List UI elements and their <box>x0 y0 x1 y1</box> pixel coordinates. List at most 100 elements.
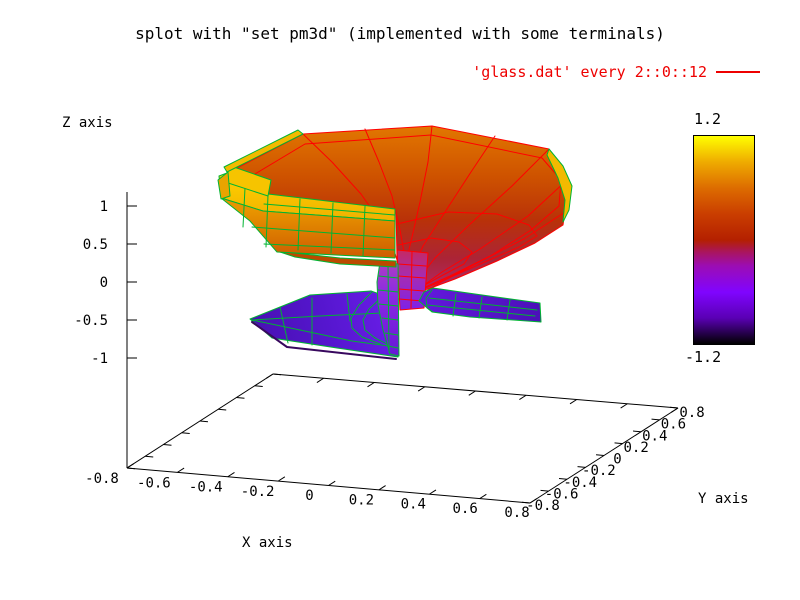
x-axis-tick <box>529 498 537 504</box>
flap-mesh-green <box>506 299 511 321</box>
flap-mesh-green <box>452 293 457 317</box>
stem-inner-surface <box>396 249 429 311</box>
colorbar-max-label: 1.2 <box>694 110 722 128</box>
x-axis-tick <box>126 463 134 469</box>
x-tick-label: -0.6 <box>137 475 171 491</box>
y-axis-tick <box>521 501 531 504</box>
y-axis-tick-mirror <box>199 420 209 423</box>
stem-mesh-green <box>384 332 399 336</box>
stem-mesh-green <box>381 317 399 321</box>
y-axis-tick <box>669 406 679 409</box>
rim-corner-post <box>217 171 231 200</box>
y-axis-tick-mirror <box>272 373 282 376</box>
y-tick-label: -0.4 <box>563 475 597 491</box>
x-axis-tick-mirror <box>417 386 426 392</box>
z-tick-label: 0.5 <box>83 237 108 253</box>
x-axis-tick-mirror <box>519 394 527 400</box>
y-tick-label: -0.6 <box>545 486 579 502</box>
legend-line-sample <box>716 71 760 73</box>
x-axis-tick-mirror <box>468 390 476 396</box>
y-axis-tick-mirror <box>254 385 263 387</box>
x-axis-tick-mirror <box>670 407 679 413</box>
legend: 'glass.dat' every 2::0::12 <box>472 63 760 81</box>
flap-mesh-green <box>279 306 289 344</box>
stem-mesh-green <box>387 345 399 349</box>
x-axis-tick <box>227 471 235 478</box>
rim-band-orange <box>220 197 396 259</box>
x-tick-label: 0 <box>305 488 313 504</box>
y-tick-label: 0.2 <box>623 440 648 456</box>
y-axis-tick-mirror <box>145 455 154 458</box>
flap-mesh-green <box>428 297 538 311</box>
bowl-mesh-red-ring <box>396 211 538 292</box>
colorbar-min-label: -1.2 <box>685 348 722 366</box>
stem-skirt-arc <box>362 296 392 347</box>
y-tick-label: -0.8 <box>526 498 560 514</box>
x-axis-tick <box>328 480 336 486</box>
z-tick-label: 1 <box>100 199 108 215</box>
z-axis-title: Z axis <box>62 115 113 131</box>
stem-mesh-green <box>387 263 390 353</box>
x-tick-label: 0.2 <box>349 492 374 508</box>
y-axis-tick-mirror <box>181 432 190 434</box>
flap-shadow-edge <box>251 321 397 360</box>
x-tick-label: 0.4 <box>401 497 426 513</box>
x-axis-tick-mirror <box>569 399 578 405</box>
band-mesh-green <box>251 226 396 239</box>
base-flap-right <box>418 287 542 323</box>
y-axis-tick <box>540 489 549 492</box>
y-axis-tick <box>651 418 660 421</box>
bowl-mesh-red-spoke <box>364 128 405 253</box>
x-axis-title: X axis <box>242 535 293 551</box>
y-tick-label: -0.2 <box>582 463 616 479</box>
y-tick-label: 0.8 <box>679 405 704 421</box>
bowl-mesh-red-ring <box>397 237 473 292</box>
band-mesh-green <box>265 194 269 248</box>
x-tick-label: -0.8 <box>85 471 119 487</box>
flap-mesh-green <box>346 293 351 322</box>
flap-mesh-green <box>251 312 384 321</box>
band-mesh-green <box>242 187 246 228</box>
x-axis-tick <box>428 489 437 495</box>
y-axis-tick-mirror <box>218 408 227 411</box>
rim-sliver-right <box>546 148 573 223</box>
stem-skirt-arc <box>350 291 381 345</box>
y-axis-tick <box>558 478 568 480</box>
band-mesh-green <box>263 243 396 251</box>
x-axis-tick-mirror <box>265 373 274 379</box>
colorbar-gradient <box>693 135 755 345</box>
flap-mesh-green <box>251 319 397 348</box>
legend-label: 'glass.dat' every 2::0::12 <box>472 63 707 81</box>
rim-sliver-nw <box>223 129 304 173</box>
y-axis-tick-mirror <box>126 467 136 470</box>
z-tick-label: -1 <box>91 351 108 367</box>
bowl-mesh-red-ring <box>239 134 562 293</box>
y-tick-label: 0.4 <box>642 428 667 444</box>
x-axis-tick-mirror <box>620 403 628 409</box>
x-axis-tick <box>378 485 386 491</box>
band-mesh-green <box>263 203 396 216</box>
y-axis-tick <box>595 454 605 456</box>
stem-mesh-red <box>410 251 413 309</box>
y-axis-tick <box>614 442 623 445</box>
x-tick-label: 0.8 <box>504 505 529 521</box>
x-tick-label: -0.4 <box>189 480 223 496</box>
y-tick-label: 0 <box>613 452 621 468</box>
band-mesh-green <box>297 198 301 251</box>
z-tick-label: -0.5 <box>74 313 108 329</box>
x-axis-tick <box>479 493 487 500</box>
flap-mesh-green <box>478 296 483 319</box>
band-mesh-green <box>362 205 366 257</box>
band-mesh-green <box>330 202 334 254</box>
y-axis-tick-mirror <box>163 444 172 446</box>
chart-title: splot with "set pm3d" (implemented with … <box>135 24 665 43</box>
bowl-mesh-red-spoke <box>418 148 550 279</box>
bowl-mesh-red-spoke <box>423 179 568 286</box>
y-axis-tick <box>632 430 642 433</box>
y-axis-title: Y axis <box>698 491 749 507</box>
y-axis-tick-mirror <box>236 397 245 399</box>
y-axis-tick <box>577 466 586 468</box>
x-axis-tick <box>177 467 185 473</box>
y-tick-label: 0.6 <box>661 417 686 433</box>
